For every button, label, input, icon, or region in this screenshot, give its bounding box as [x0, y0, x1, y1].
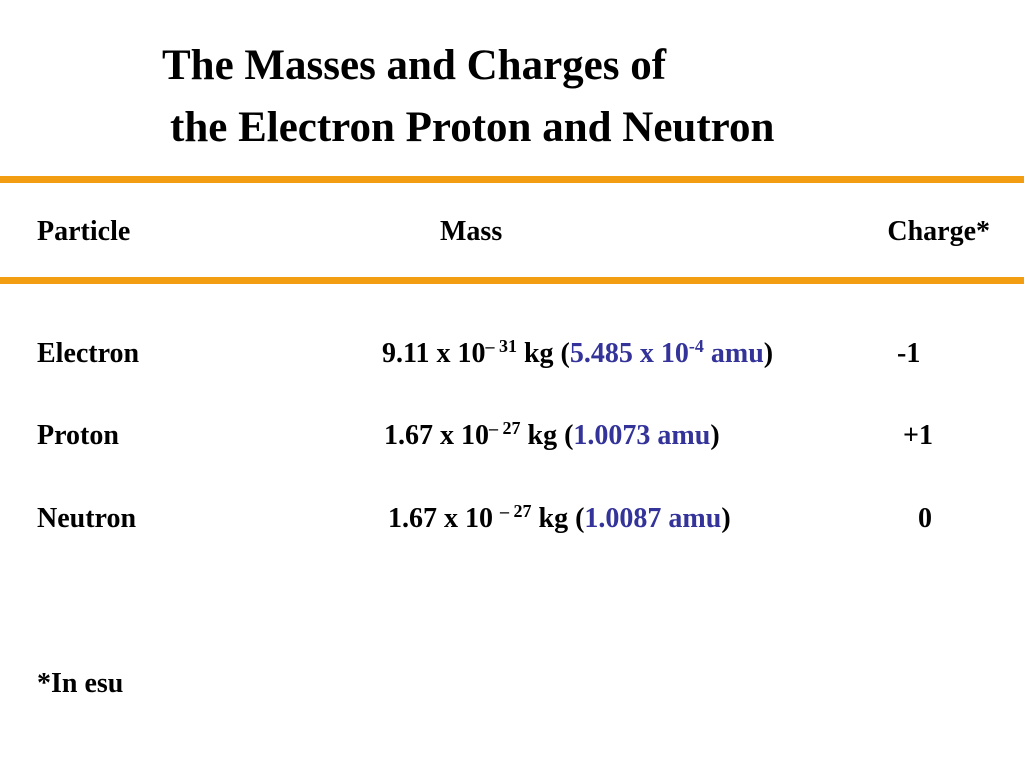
mass-cell: 9.11 x 10– 31 kg (5.485 x 10-4 amu) [382, 337, 774, 369]
title-line: the Electron Proton and Neutron [170, 104, 775, 151]
divider [0, 176, 1024, 183]
mass-cell: 1.67 x 10– 27 kg (1.0073 amu) [384, 419, 720, 451]
mass-part: – 27 [500, 501, 532, 521]
mass-part: 5.485 x 10 [569, 338, 689, 369]
divider [0, 277, 1024, 284]
title-line: The Masses and Charges of [162, 42, 667, 89]
footnote: *In esu [37, 668, 124, 699]
header-cell: Mass [440, 216, 503, 247]
particle-cell: Electron [37, 338, 140, 369]
mass-part: ) [763, 338, 774, 369]
mass-part: – 27 [489, 418, 521, 438]
particle-cell: Proton [37, 420, 119, 451]
mass-part: ) [710, 420, 720, 451]
mass-part: -4 [688, 336, 704, 356]
mass-part: ) [721, 503, 731, 534]
charge-cell: -1 [897, 338, 921, 369]
mass-part: 1.67 x 10 [384, 420, 489, 451]
charge-cell: +1 [903, 420, 933, 451]
header-cell: Charge* [887, 216, 990, 247]
charge-cell: 0 [918, 503, 932, 534]
header-cell: Particle [37, 216, 131, 247]
mass-part: kg ( [520, 420, 574, 451]
mass-part: kg ( [516, 338, 570, 369]
mass-part: 9.11 x 10 [382, 338, 486, 369]
mass-part: 1.0073 amu [573, 420, 711, 451]
particle-cell: Neutron [37, 503, 137, 534]
mass-part: 1.67 x 10 [388, 503, 500, 534]
mass-part: 1.0087 amu [584, 503, 722, 534]
mass-part: amu [703, 338, 764, 369]
mass-cell: 1.67 x 10 – 27 kg (1.0087 amu) [388, 502, 731, 534]
mass-part: kg ( [531, 503, 585, 534]
mass-part: – 31 [485, 336, 517, 356]
